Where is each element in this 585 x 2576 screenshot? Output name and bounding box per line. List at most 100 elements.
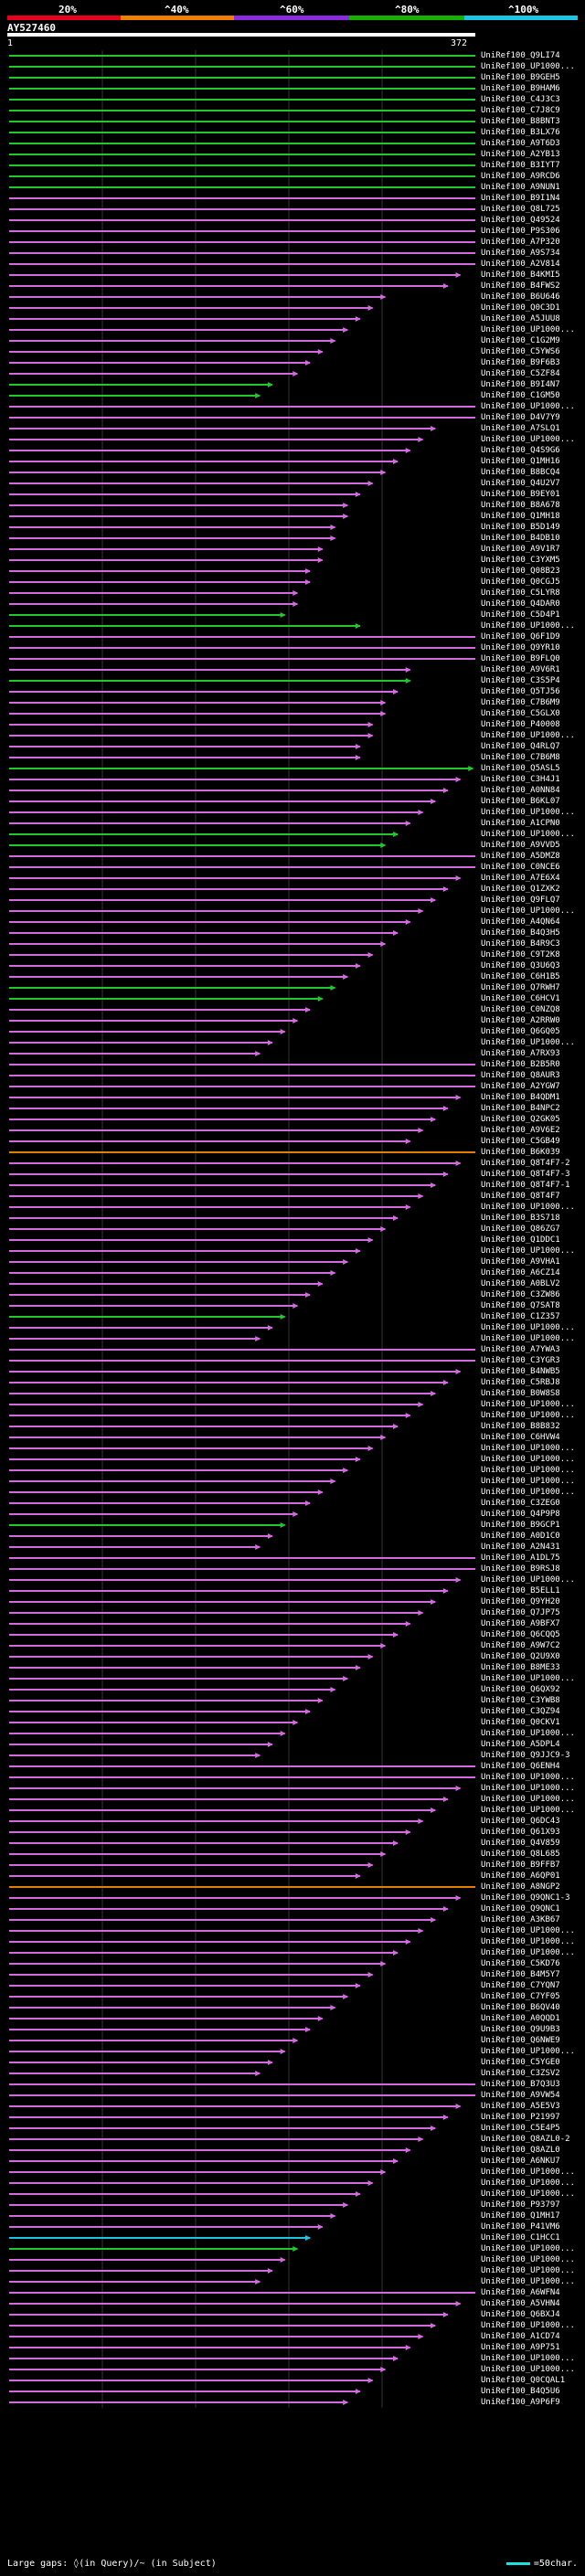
- hit-row[interactable]: [9, 2147, 411, 2153]
- hit-label[interactable]: UniRef100_B4R9C3: [481, 939, 560, 949]
- hit-label[interactable]: UniRef100_Q6F1D9: [481, 632, 560, 641]
- hit-label[interactable]: UniRef100_B9I4N7: [481, 380, 560, 389]
- hit-label[interactable]: UniRef100_A9V1R7: [481, 545, 560, 554]
- hit-label[interactable]: UniRef100_A6QP01: [481, 1871, 560, 1881]
- hit-row[interactable]: [9, 316, 361, 322]
- hit-row[interactable]: [9, 1709, 312, 1714]
- hit-label[interactable]: UniRef100_B8B832: [481, 1422, 560, 1431]
- hit-label[interactable]: UniRef100_Q0CQAL1: [481, 2376, 566, 2385]
- hit-label[interactable]: UniRef100_UP1000...: [481, 2277, 575, 2286]
- hit-label[interactable]: UniRef100_UP1000...: [481, 1575, 575, 1585]
- hit-row[interactable]: [9, 1226, 387, 1232]
- hit-row[interactable]: [9, 722, 374, 727]
- hit-label[interactable]: UniRef100_UP1000...: [481, 1926, 575, 1935]
- hit-row[interactable]: [9, 2169, 387, 2175]
- hit-row[interactable]: [9, 2104, 462, 2109]
- hit-row[interactable]: [9, 1632, 399, 1638]
- hit-label[interactable]: UniRef100_C9T2K8: [481, 950, 560, 959]
- hit-label[interactable]: UniRef100_UP1000...: [481, 2189, 575, 2199]
- hit-row[interactable]: [9, 1720, 299, 1725]
- hit-label[interactable]: UniRef100_UP1000...: [481, 1246, 575, 1256]
- hit-label[interactable]: UniRef100_UP1000...: [481, 731, 575, 740]
- hit-label[interactable]: UniRef100_C5YWS6: [481, 347, 560, 356]
- hit-label[interactable]: UniRef100_A7YWA3: [481, 1345, 560, 1354]
- hit-label[interactable]: UniRef100_Q5ASL5: [481, 764, 560, 773]
- hit-label[interactable]: UniRef100_C5GLX0: [481, 709, 560, 718]
- hit-label[interactable]: UniRef100_UP1000...: [481, 1323, 575, 1332]
- hit-row[interactable]: [9, 2158, 399, 2164]
- hit-label[interactable]: UniRef100_C7J8C9: [481, 106, 560, 115]
- hit-label[interactable]: UniRef100_A0NN84: [481, 786, 560, 795]
- hit-label[interactable]: UniRef100_C1G2M9: [481, 336, 560, 345]
- hit-row[interactable]: [9, 327, 349, 333]
- hit-label[interactable]: UniRef100_C6H1B5: [481, 972, 560, 981]
- hit-row[interactable]: [9, 1753, 261, 1758]
- hit-label[interactable]: UniRef100_P21997: [481, 2113, 560, 2122]
- hit-label[interactable]: UniRef100_B9F6B3: [481, 358, 560, 367]
- hit-label[interactable]: UniRef100_Q4S9G6: [481, 446, 560, 455]
- hit-row[interactable]: [9, 590, 299, 596]
- hit-row[interactable]: [9, 1742, 273, 1747]
- hit-label[interactable]: UniRef100_B0W8S8: [481, 1389, 560, 1398]
- hit-label[interactable]: UniRef100_Q61X93: [481, 1828, 560, 1837]
- hit-label[interactable]: UniRef100_A6NKU7: [481, 2157, 560, 2166]
- hit-label[interactable]: UniRef100_Q1MH17: [481, 2211, 560, 2221]
- hit-row[interactable]: [9, 941, 387, 947]
- hit-label[interactable]: UniRef100_Q5TJ56: [481, 687, 560, 696]
- hit-row[interactable]: [9, 996, 324, 1002]
- hit-label[interactable]: UniRef100_Q9U9B3: [481, 2025, 560, 2034]
- hit-row[interactable]: [9, 1698, 324, 1703]
- hit-row[interactable]: [9, 2257, 286, 2263]
- hit-label[interactable]: UniRef100_B9HAM6: [481, 84, 560, 93]
- hit-label[interactable]: UniRef100_A2V814: [481, 260, 560, 269]
- hit-row[interactable]: [9, 294, 387, 300]
- hit-label[interactable]: UniRef100_C3YXM5: [481, 556, 560, 565]
- hit-label[interactable]: UniRef100_C5ZF84: [481, 369, 560, 378]
- hit-label[interactable]: UniRef100_Q4DAR0: [481, 599, 560, 609]
- hit-label[interactable]: UniRef100_A9S734: [481, 249, 560, 258]
- hit-row[interactable]: [9, 1259, 349, 1265]
- hit-label[interactable]: UniRef100_C1Z357: [481, 1312, 560, 1321]
- hit-label[interactable]: UniRef100_C3H4J1: [481, 775, 560, 784]
- hit-label[interactable]: UniRef100_Q6QX92: [481, 1685, 560, 1694]
- hit-label[interactable]: UniRef100_UP1000...: [481, 1203, 575, 1212]
- hit-row[interactable]: [9, 2235, 312, 2241]
- hit-row[interactable]: [9, 843, 387, 848]
- hit-row[interactable]: [9, 371, 299, 376]
- hit-row[interactable]: [9, 503, 349, 508]
- hit-row[interactable]: [9, 2334, 424, 2339]
- hit-row[interactable]: [9, 2191, 361, 2197]
- hit-row[interactable]: [9, 1939, 411, 1945]
- hit-label[interactable]: UniRef100_A1CD74: [481, 2332, 560, 2341]
- hit-label[interactable]: UniRef100_Q08B23: [481, 567, 560, 576]
- hit-row[interactable]: [9, 1687, 336, 1692]
- hit-label[interactable]: UniRef100_UP1000...: [481, 2244, 575, 2253]
- hit-label[interactable]: UniRef100_A8NGP2: [481, 1882, 560, 1892]
- hit-row[interactable]: [9, 272, 462, 278]
- hit-row[interactable]: [9, 349, 324, 355]
- hit-row[interactable]: [9, 1950, 399, 1956]
- hit-row[interactable]: [9, 437, 424, 442]
- hit-row[interactable]: [9, 2312, 449, 2317]
- hit-label[interactable]: UniRef100_C1GM50: [481, 391, 560, 400]
- hit-label[interactable]: UniRef100_B3S718: [481, 1214, 560, 1223]
- hit-label[interactable]: UniRef100_Q6ENH4: [481, 1762, 560, 1771]
- hit-row[interactable]: [9, 2224, 324, 2230]
- hit-label[interactable]: UniRef100_C3YGR3: [481, 1356, 560, 1365]
- hit-label[interactable]: UniRef100_C5RBJ8: [481, 1378, 560, 1387]
- hit-label[interactable]: UniRef100_UP1000...: [481, 1444, 575, 1453]
- hit-row[interactable]: [9, 832, 399, 837]
- hit-label[interactable]: UniRef100_C7YQN7: [481, 1981, 560, 1990]
- hit-label[interactable]: UniRef100_B5D149: [481, 523, 560, 532]
- hit-row[interactable]: [9, 1577, 462, 1583]
- hit-label[interactable]: UniRef100_B9FLQ0: [481, 654, 560, 663]
- hit-row[interactable]: [9, 2115, 449, 2120]
- hit-row[interactable]: [9, 1599, 437, 1605]
- hit-label[interactable]: UniRef100_C5GB49: [481, 1137, 560, 1146]
- hit-row[interactable]: [9, 2345, 411, 2350]
- hit-label[interactable]: UniRef100_Q0CGJ5: [481, 578, 560, 587]
- hit-label[interactable]: UniRef100_C6HCV1: [481, 994, 560, 1003]
- hit-row[interactable]: [9, 930, 399, 936]
- hit-row[interactable]: [9, 1731, 286, 1736]
- hit-label[interactable]: UniRef100_UP1000...: [481, 1948, 575, 1957]
